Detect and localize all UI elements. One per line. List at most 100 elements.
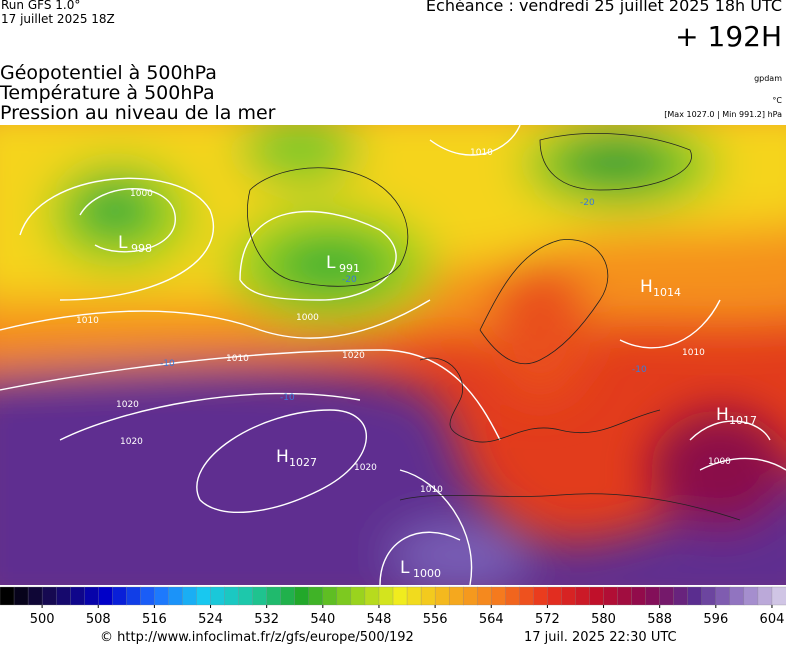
temperature-label: -10 [280,393,295,403]
colorbar-swatch [168,586,183,606]
temperature-label: -10 [160,359,175,369]
colorbar-swatch [519,586,534,606]
colorbar-swatch [364,586,380,606]
isobar-label: 1010 [226,354,249,364]
colorbar-swatch [308,586,324,606]
colorbar-swatch [13,586,29,606]
colorbar-swatch [701,586,717,606]
pressure-center-value: 991 [339,262,360,275]
colorbar-swatch [420,586,436,606]
colorbar-tick-label: 588 [647,612,672,627]
echeance: Echéance : vendredi 25 juillet 2025 18h … [425,0,782,15]
colorbar-swatch [112,586,127,606]
colorbar-swatch [27,586,43,606]
lead-time: + 192H [675,20,782,53]
unit: °C [772,96,782,105]
colorbar-swatch [140,586,155,606]
colorbar-swatch [126,586,141,606]
colorbar-tick-label: 596 [703,612,728,627]
field [0,125,786,585]
pressure-center-type: L [118,233,128,253]
colorbar-swatch [715,586,731,606]
colorbar-swatch [252,586,268,606]
run: Run GFS 1.0° [1,0,81,12]
title: Pression au niveau de la mer [0,102,276,124]
colorbar-tick-label: 556 [423,612,448,627]
colorbar-swatch [0,586,15,606]
colorbar-swatch [463,586,478,606]
colorbar-swatch [378,586,394,606]
colorbar-swatch [477,586,492,606]
title: Température à 500hPa [0,82,215,104]
colorbar-tick-label: 572 [535,612,560,627]
colorbar-swatch [533,586,548,606]
colorbar-swatch [561,586,576,606]
colorbar-swatch [645,586,661,606]
colorbar-swatch [603,586,619,606]
colorbar-swatch [687,586,703,606]
temperature-label: -20 [342,275,357,285]
isobar-label: 1000 [708,457,731,467]
unit: gpdam [754,74,782,83]
colorbar-swatch [589,586,604,606]
pressure-center-value: 998 [131,242,152,255]
colorbar-swatch [617,586,633,606]
isobar-label: 1010 [76,316,99,326]
pressure-center-value: 1027 [289,456,317,469]
colorbar-swatch [322,586,338,606]
colorbar-swatch [294,586,310,606]
colorbar-swatch [154,586,169,606]
colorbar-tick-label: 540 [310,612,335,627]
source-url: © http://www.infoclimat.fr/z/gfs/europe/… [100,630,414,645]
colorbar-swatch [70,586,85,606]
colorbar-tick-label: 548 [367,612,392,627]
colorbar-swatch [55,586,71,606]
run-date: 17 juillet 2025 18Z [1,12,115,26]
colorbar-swatch [491,586,506,606]
pressure-center-value: 1017 [729,414,757,427]
colorbar-swatch [547,586,562,606]
colorbar: 500 508 516 524 532 540 548 556 564 572 580 588 596 6… [0,586,786,627]
isobar-label: 1020 [116,400,139,410]
colorbar-swatch [336,586,352,606]
isobar-label: 1000 [130,189,153,199]
colorbar-swatch [224,586,240,606]
isobar-label: 1000 [296,313,319,323]
colorbar-swatch [505,586,520,606]
isobar-label: 1020 [120,437,143,447]
pressure-center-type: L [400,558,410,578]
pressure-center-type: H [640,277,653,297]
colorbar-swatch [673,586,689,606]
colorbar-tick-label: 604 [760,612,785,627]
colorbar-swatch [196,586,211,606]
colorbar-swatch [84,586,99,606]
colorbar-swatch [434,586,450,606]
isobar-label: 1020 [342,351,365,361]
colorbar-swatch [98,586,113,606]
colorbar-swatch [729,586,745,606]
colorbar-swatch [406,586,422,606]
isobar-label: 1010 [420,485,443,495]
unit: [Max 1027.0 | Min 991.2] hPa [664,110,782,119]
temperature-label: -20 [580,198,595,208]
colorbar-tick-label: 564 [479,612,504,627]
colorbar-swatch [392,586,408,606]
colorbar-tick-label: 500 [30,612,55,627]
colorbar-swatch [743,586,759,606]
isobar-label: 1010 [682,348,705,358]
temperature-label: -10 [632,365,647,375]
colorbar-swatch [41,586,57,606]
colorbar-tick-label: 580 [591,612,616,627]
pressure-center-type: L [326,253,336,273]
colorbar-swatch [210,586,226,606]
colorbar-swatch [771,586,786,606]
isobars [0,125,786,585]
colorbar-swatch [350,586,366,606]
colorbar-swatch [280,586,296,606]
pressure-center-type: H [276,447,289,467]
colorbar-swatch [266,586,282,606]
colorbar-swatch [238,586,254,606]
